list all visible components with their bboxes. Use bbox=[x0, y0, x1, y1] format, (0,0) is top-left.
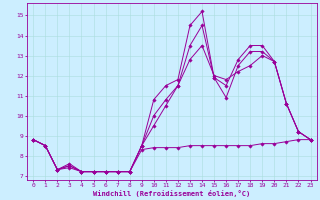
X-axis label: Windchill (Refroidissement éolien,°C): Windchill (Refroidissement éolien,°C) bbox=[93, 190, 251, 197]
